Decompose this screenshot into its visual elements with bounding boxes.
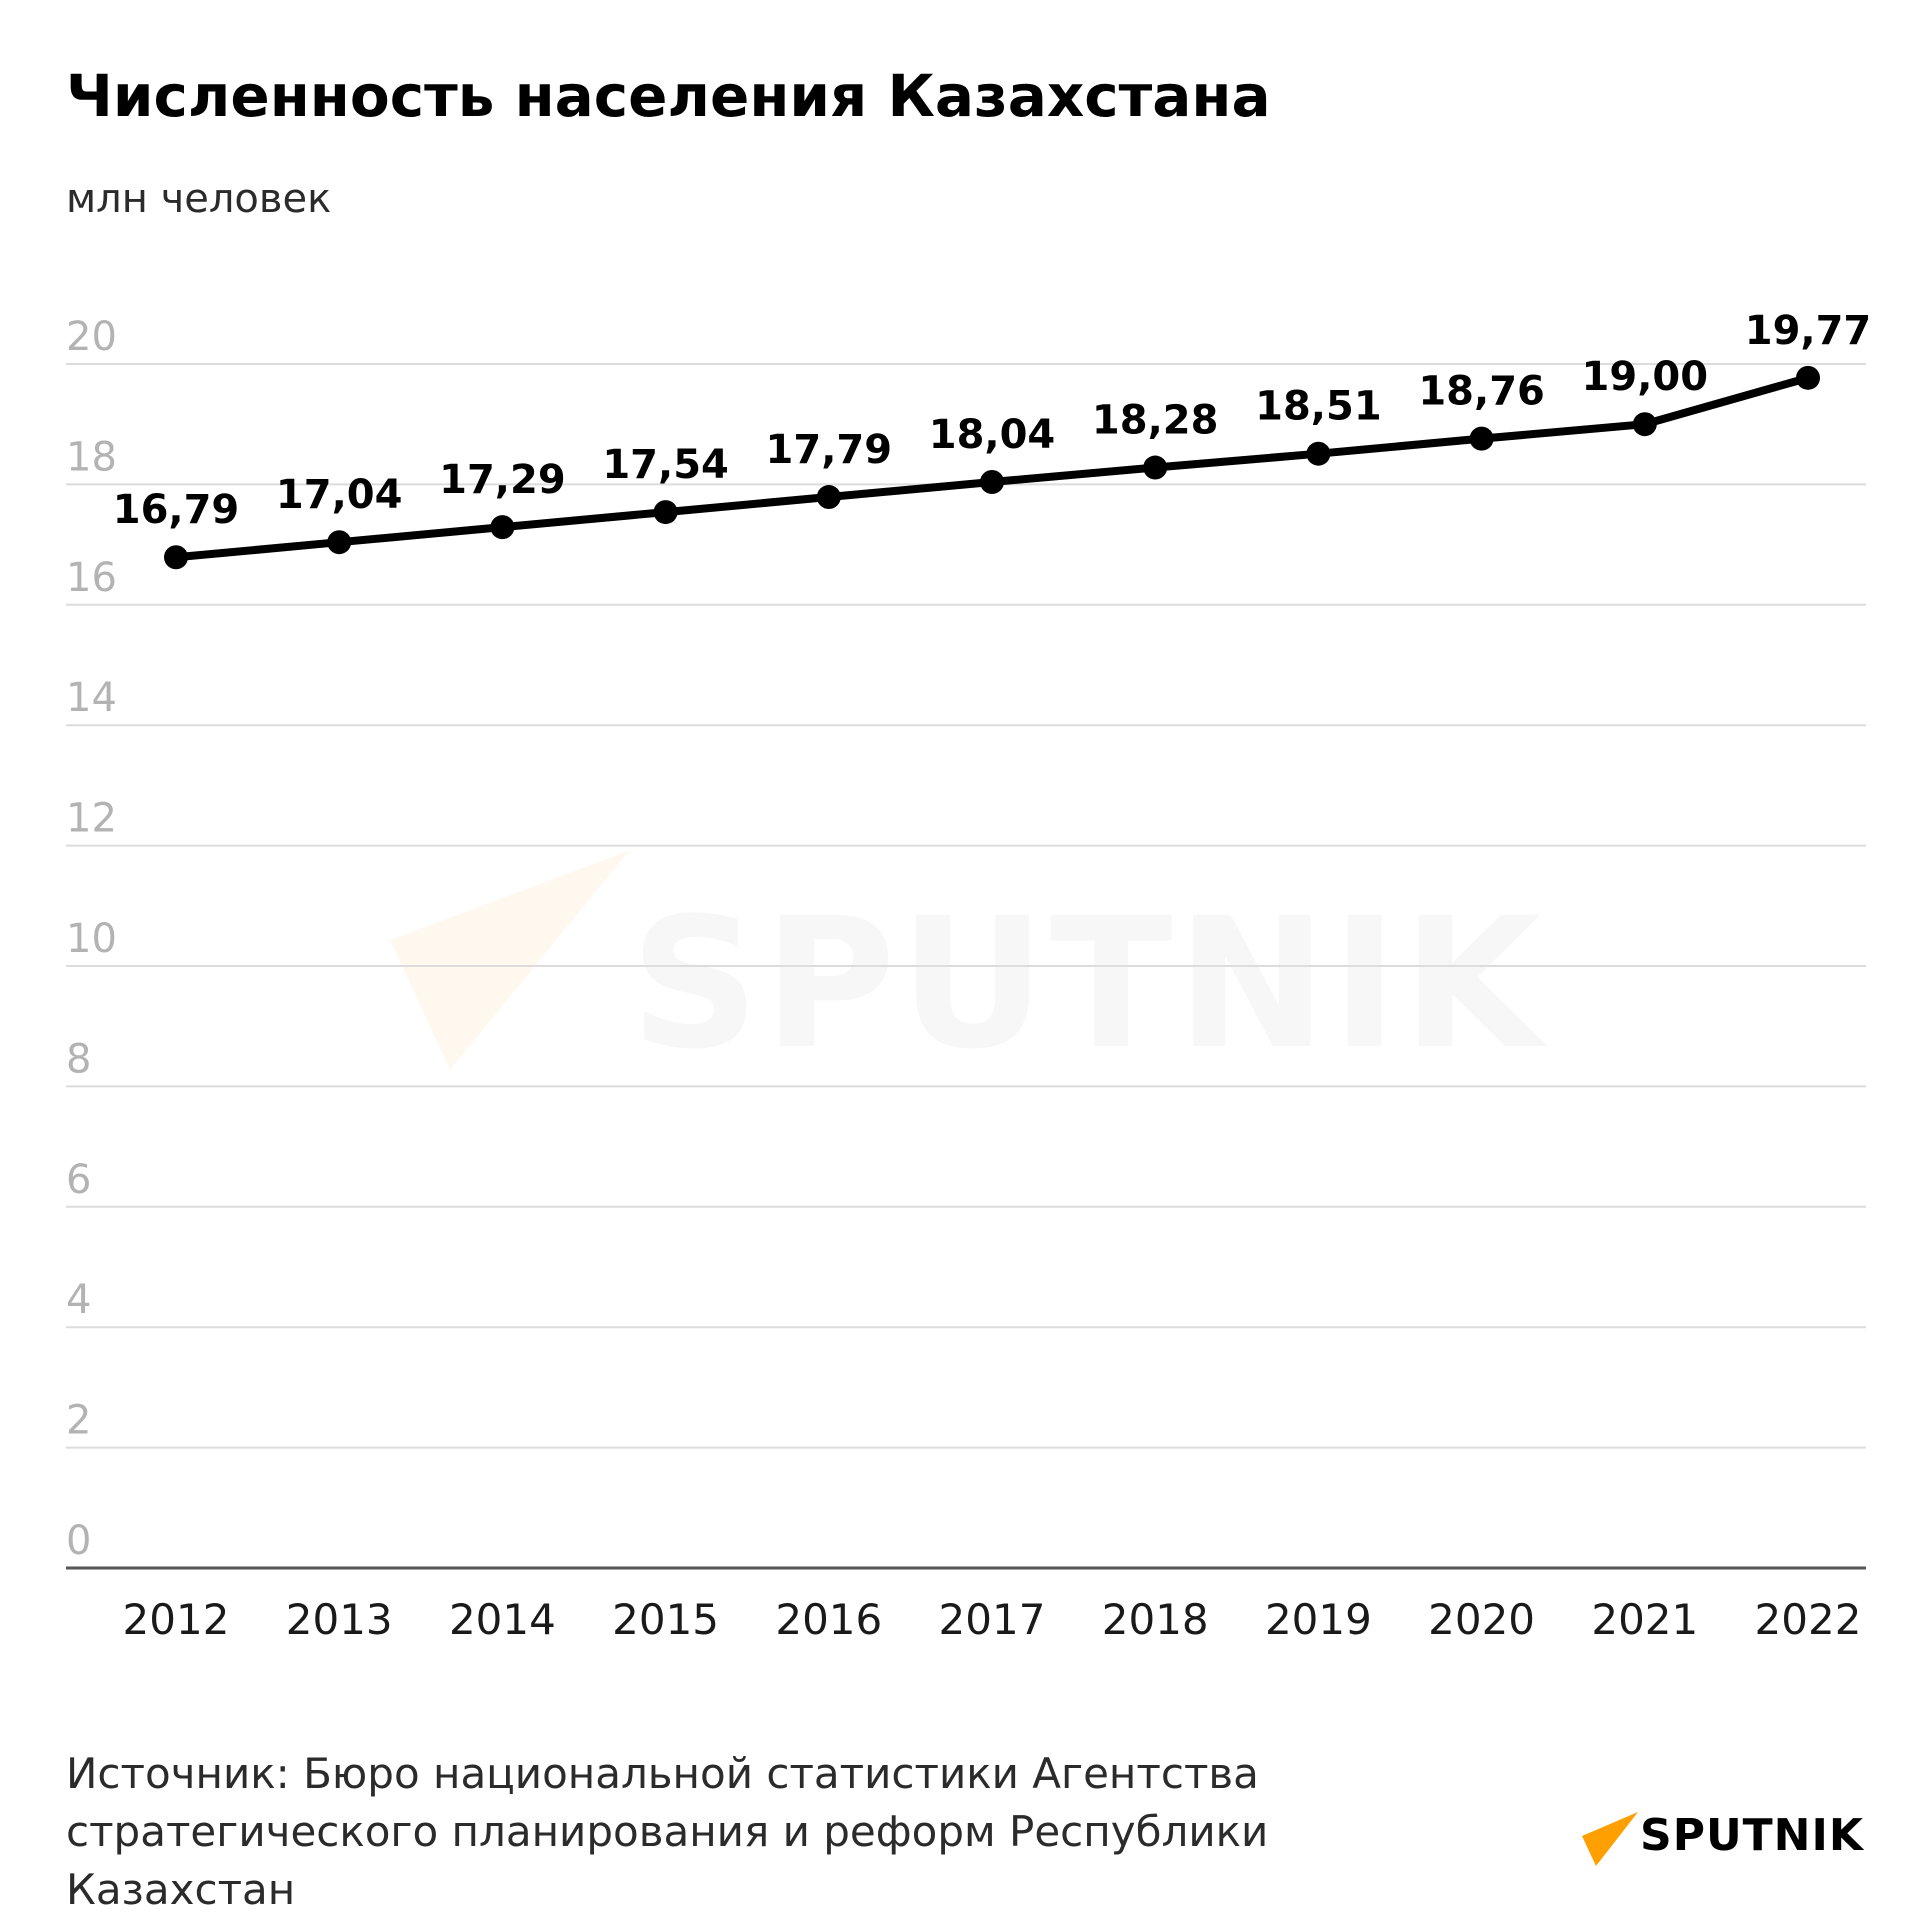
y-tick-label: 20 <box>66 314 117 360</box>
y-tick-label: 0 <box>66 1518 91 1564</box>
y-tick-label: 16 <box>66 555 117 601</box>
data-label: 19,77 <box>1745 308 1872 354</box>
watermark-logo-icon <box>390 850 630 1070</box>
x-tick-label: 2016 <box>775 1595 882 1644</box>
x-tick-label: 2022 <box>1755 1595 1862 1644</box>
source-note: Источник: Бюро национальной статистики А… <box>66 1749 1269 1914</box>
watermark-text: SPUTNIK <box>630 880 1546 1089</box>
line-chart: 0 2 4 6 8 10 12 14 16 18 20 2012 2013 2014 2015 2016 201… <box>66 308 1872 1644</box>
data-point <box>1143 455 1168 480</box>
x-tick-label: 2017 <box>939 1595 1046 1644</box>
x-tick-label: 2014 <box>449 1595 556 1644</box>
y-tick-label: 12 <box>66 796 117 842</box>
y-tick-label: 4 <box>66 1277 91 1323</box>
x-tick-label: 2021 <box>1591 1595 1698 1644</box>
x-tick-label: 2013 <box>286 1595 393 1644</box>
x-tick-label: 2018 <box>1102 1595 1209 1644</box>
y-tick-label: 6 <box>66 1157 91 1203</box>
data-label: 18,51 <box>1255 384 1382 430</box>
data-point <box>980 469 1004 494</box>
data-label: 18,76 <box>1418 369 1545 415</box>
data-label: 17,54 <box>602 442 729 488</box>
x-tick-label: 2020 <box>1428 1595 1535 1644</box>
watermark: SPUTNIK <box>390 840 1550 1100</box>
y-tick-label: 18 <box>66 434 117 480</box>
data-point <box>1469 426 1494 451</box>
data-point <box>1632 412 1657 437</box>
logo-text: SPUTNIK <box>1640 1810 1864 1861</box>
data-label: 17,29 <box>439 457 566 503</box>
data-point <box>816 485 841 510</box>
y-tick-label: 14 <box>66 675 117 721</box>
x-tick-label: 2012 <box>123 1595 230 1644</box>
data-label: 17,04 <box>276 472 403 518</box>
data-label: 17,79 <box>766 427 893 473</box>
sputnik-logo: SPUTNIK <box>1582 1804 1872 1874</box>
data-label: 16,79 <box>113 487 240 533</box>
x-tick-label: 2019 <box>1265 1595 1372 1644</box>
data-point <box>490 515 515 540</box>
data-label: 18,28 <box>1092 398 1219 444</box>
data-label: 19,00 <box>1582 354 1709 400</box>
y-tick-label: 10 <box>66 916 117 962</box>
chart-title: Численность населения Казахстана <box>66 62 1271 130</box>
x-tick-label: 2015 <box>612 1595 719 1644</box>
data-point <box>653 500 678 525</box>
series-line <box>172 373 1812 562</box>
data-label: 18,04 <box>929 412 1056 458</box>
y-tick-label: 2 <box>66 1398 91 1444</box>
unit-label: млн человек <box>66 176 332 222</box>
data-point <box>1796 365 1820 390</box>
data-point <box>164 545 188 570</box>
y-tick-label: 8 <box>66 1036 91 1082</box>
sputnik-logo-icon <box>1582 1812 1638 1866</box>
data-point <box>327 530 352 555</box>
data-point <box>1306 441 1331 466</box>
